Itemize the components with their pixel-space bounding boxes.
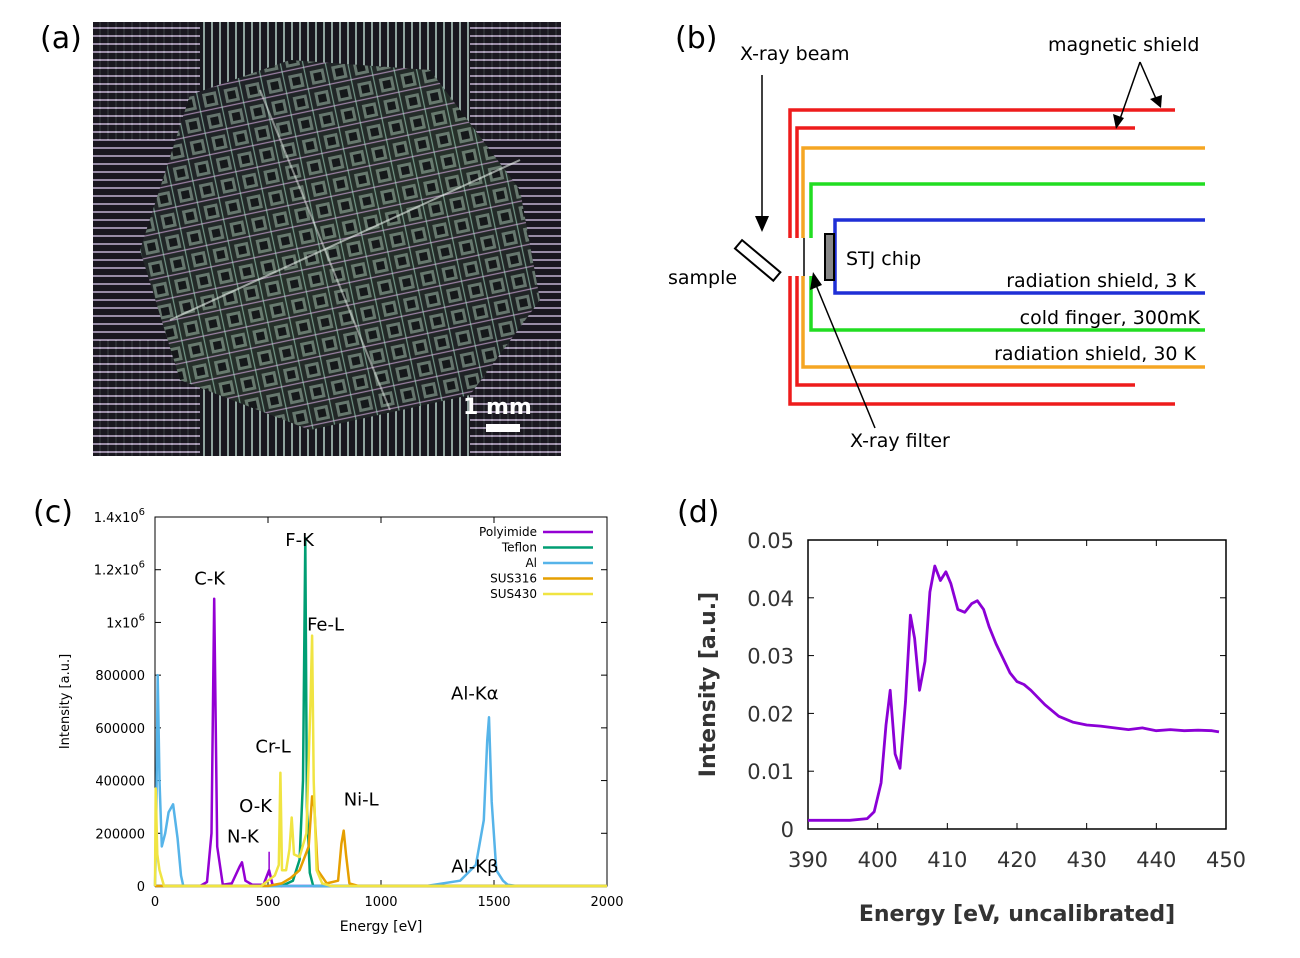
peak-annotation: F-K	[285, 530, 315, 551]
y-tick-label: 0.02	[747, 702, 794, 726]
x-tick-label: 410	[927, 848, 967, 872]
panel-a: (a) 1 mm	[40, 21, 561, 456]
sample	[733, 238, 782, 283]
scale-bar-label: 1 mm	[463, 395, 532, 420]
peak-annotation: Cr-L	[255, 737, 290, 758]
panel-b-label: (b)	[675, 21, 717, 56]
panel-b: (b) X-ray beam magnetic shield sample ST…	[668, 21, 1205, 452]
chart-d: 390 400 410 420 430 440 450 0 0.01 0.02 0.03 0.04 0.…	[696, 529, 1246, 927]
shield-lines	[788, 108, 1205, 406]
cold-finger-label: cold finger, 300mK	[1020, 307, 1201, 329]
y-axis-label: Intensity [a.u.]	[696, 592, 721, 777]
series-line-sus316	[155, 795, 607, 888]
magnetic-shield-label: magnetic shield	[1048, 34, 1199, 56]
stj-chip-label: STJ chip	[846, 248, 921, 270]
y-tick-label: 1x106	[106, 612, 145, 631]
x-tick-label: 500	[256, 895, 281, 910]
panel-d-label: (d)	[677, 495, 719, 530]
sample-label: sample	[668, 267, 737, 289]
x-tick-label: 2000	[590, 895, 623, 910]
cold-finger	[809, 182, 1205, 332]
radiation-shield-30k	[801, 146, 1205, 369]
y-tick-label: 400000	[95, 775, 145, 790]
y-tick-exponent: 6	[139, 507, 145, 518]
legend-label: SUS430	[490, 587, 537, 601]
legend-label: Al	[525, 556, 537, 570]
radiation-shield-30k-label: radiation shield, 30 K	[994, 343, 1196, 365]
series-line-al	[153, 673, 607, 888]
radiation-shield-3k-label: radiation shield, 3 K	[1006, 270, 1196, 292]
panel-c-label: (c)	[33, 495, 73, 530]
magnetic-shield-inner	[795, 126, 1135, 387]
x-tick-label: 1000	[364, 895, 397, 910]
panel-a-label: (a)	[40, 21, 82, 56]
scale-bar	[486, 424, 520, 432]
peak-annotation: Fe-L	[307, 615, 344, 636]
chip-photo: 1 mm	[93, 22, 561, 456]
chart-d-plot-frame	[807, 539, 1227, 830]
magnetic-shield-outer	[788, 108, 1175, 406]
peak-annotation: Ni-L	[344, 790, 379, 811]
legend-label: Teflon	[501, 541, 537, 555]
panel-c: (c) 0 500 1000 1500 2000 0 200000 400000 600000 8…	[33, 495, 624, 935]
series-line-teflon	[155, 536, 607, 888]
legend-label: SUS316	[490, 572, 537, 586]
x-tick-label: 450	[1206, 848, 1246, 872]
y-tick-label: 0.04	[747, 587, 794, 611]
stj-chip	[824, 233, 835, 281]
y-tick-label: 0	[781, 818, 794, 842]
legend-label: Polyimide	[479, 525, 537, 539]
peak-annotation: C-K	[194, 569, 226, 590]
magnetic-shield-arrow-2	[1150, 95, 1162, 108]
x-tick-label: 0	[151, 895, 159, 910]
y-tick-exponent: 6	[139, 560, 145, 571]
peak-annotation: Al-Kα	[451, 683, 498, 704]
xray-filter-arrow	[810, 272, 822, 290]
y-tick-label: 0.01	[747, 760, 794, 784]
series-line-polyimide	[155, 597, 607, 888]
y-tick-exponent: 6	[139, 612, 145, 623]
y-tick-label: 0	[137, 880, 145, 895]
y-tick-label: 1.4x106	[94, 507, 145, 526]
x-tick-label: 390	[788, 848, 828, 872]
panel-d: (d) 390 400 410 420 430 440 450 0 0.01 0.02 0.03 0.…	[677, 495, 1246, 927]
y-axis-label: Intensity [a.u.]	[58, 654, 73, 749]
xray-filter-label: X-ray filter	[850, 430, 950, 452]
series-line-spectrum	[808, 564, 1220, 822]
y-tick-label: 200000	[95, 827, 145, 842]
peak-annotation: N-K	[227, 826, 260, 847]
x-tick-label: 1500	[477, 895, 510, 910]
series-line-sus430	[153, 634, 607, 888]
y-tick-label: 600000	[95, 722, 145, 737]
peak-annotation: Al-Kβ	[451, 857, 498, 878]
y-tick-label: 0.03	[747, 645, 794, 669]
xray-beam-arrow	[755, 216, 769, 232]
x-tick-label: 420	[997, 848, 1037, 872]
magnetic-shield-arrow-1	[1113, 114, 1124, 129]
peak-annotation: O-K	[239, 796, 273, 817]
xray-beam-label: X-ray beam	[740, 43, 850, 65]
x-axis-label: Energy [eV, uncalibrated]	[859, 902, 1175, 927]
x-axis-label: Energy [eV]	[340, 919, 423, 935]
x-tick-label: 430	[1067, 848, 1107, 872]
y-tick-label: 800000	[95, 669, 145, 684]
x-tick-label: 440	[1136, 848, 1176, 872]
y-tick-label: 1.2x106	[94, 560, 145, 579]
y-tick-label: 0.05	[747, 529, 794, 553]
chart-c: 0 500 1000 1500 2000 0 200000 400000 600000 80000…	[58, 507, 624, 935]
x-tick-label: 400	[858, 848, 898, 872]
